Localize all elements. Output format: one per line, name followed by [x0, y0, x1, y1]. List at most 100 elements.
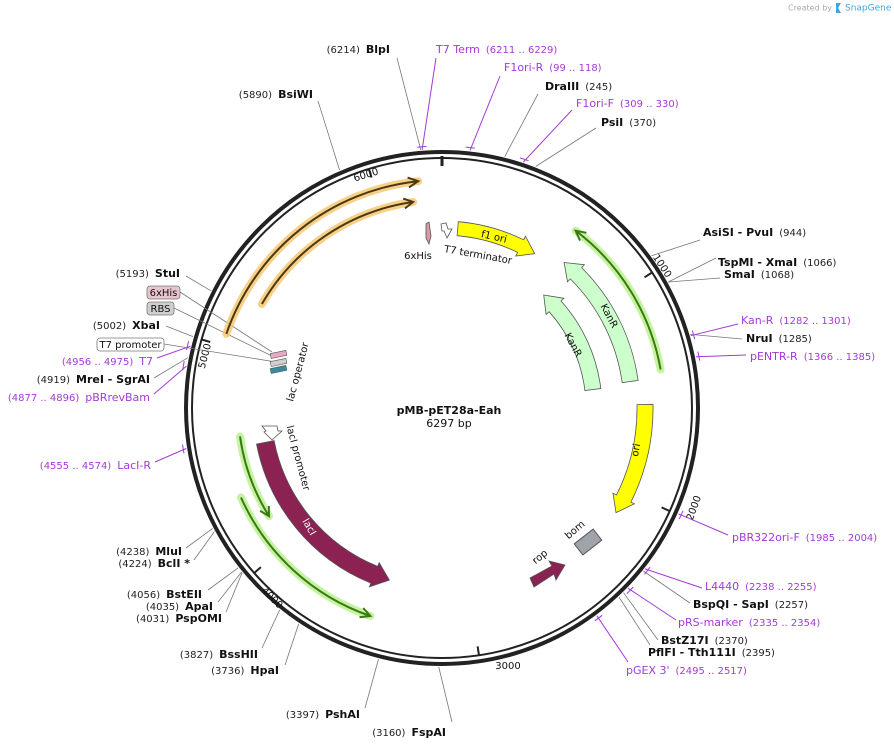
site-lead: [261, 609, 281, 649]
highlight-head: [402, 197, 416, 210]
feature-arrow: [456, 221, 536, 257]
highlight-line: [261, 201, 414, 305]
brand: SnapGene: [845, 4, 892, 14]
site-label: (4056) BstEII: [127, 588, 202, 601]
primer-mark: [417, 146, 427, 148]
primer-label: (4555 .. 4574) LacI-R: [40, 459, 152, 472]
primer-label: L4440 (2238 .. 2255): [705, 580, 817, 593]
site-position: (1068): [761, 270, 794, 281]
primer-name: T7 Term: [435, 43, 480, 56]
site-position: (1285): [779, 334, 812, 345]
primer-lead: [469, 75, 501, 151]
highlight-head: [407, 176, 421, 189]
operator-mark: [269, 364, 288, 374]
highlight-line: [574, 229, 662, 370]
site-lead: [185, 275, 212, 292]
feature-box: [146, 301, 175, 316]
scale-tick: [476, 646, 480, 656]
site-position: (3827): [180, 650, 213, 661]
site-lead: [364, 658, 379, 709]
primer-name: pBR322ori-F: [732, 531, 800, 544]
primer-label: T7 Term (6211 .. 6229): [435, 43, 557, 56]
site-name: MluI: [155, 545, 182, 558]
primer-position: (1366 .. 1385): [804, 352, 876, 363]
site-lead: [193, 531, 215, 561]
primer-lead: [156, 345, 191, 359]
site-lead: [618, 596, 651, 646]
primer-label: (4877 .. 4896) pBRrevBam: [8, 391, 150, 404]
site-label: (5002) XbaI: [93, 319, 160, 332]
site-position: (2257): [775, 600, 808, 611]
site-name: NruI: [746, 332, 773, 345]
site-label: (4238) MluI: [116, 545, 182, 558]
site-label: AsiSI - PvuI (944): [703, 226, 806, 239]
site-lead: [225, 572, 243, 613]
site-label: (3160) FspAI: [372, 726, 446, 739]
scale-tick: [367, 168, 373, 178]
site-label: (4031) PspOMI: [136, 612, 222, 625]
feature-box: [573, 528, 603, 556]
primer-label: pENTR-R (1366 .. 1385): [750, 350, 875, 363]
primer-position: (99 .. 118): [549, 63, 601, 74]
site-position: (3160): [372, 728, 405, 739]
site-label: BspQI - SapI (2257): [693, 598, 808, 611]
site-label: DraIII (245): [545, 80, 612, 93]
site-position: (5890): [239, 90, 272, 101]
site-position: (5002): [93, 321, 126, 332]
site-label: PflFI - Tth111I (2395): [648, 646, 775, 659]
site-name: ApaI: [185, 600, 213, 613]
primer-lead: [695, 354, 747, 358]
site-label: (3736) HpaI: [211, 664, 279, 677]
primer-name: pBRrevBam: [85, 391, 150, 404]
site-position: (5193): [116, 269, 149, 280]
site-name: DraIII: [545, 80, 579, 93]
primer-mark: [182, 444, 185, 454]
primer-name: pENTR-R: [750, 350, 798, 363]
site-label: TspMI - XmaI (1066): [718, 256, 837, 269]
primer-position: (6211 .. 6229): [486, 45, 558, 56]
primer-mark: [465, 146, 475, 149]
primer-lead: [644, 568, 703, 589]
credit: Created by: [788, 4, 832, 13]
site-lead: [153, 357, 189, 379]
site-name: BstEII: [166, 588, 202, 601]
box-label: 6xHis: [150, 288, 178, 299]
primer-name: T7: [138, 355, 153, 368]
site-name: XbaI: [132, 319, 160, 332]
primer-position: (1282 .. 1301): [779, 316, 851, 327]
scale-tick: [643, 271, 653, 279]
site-lead: [185, 528, 213, 549]
site-label: (6214) BlpI: [327, 43, 390, 56]
site-label: NruI (1285): [746, 332, 812, 345]
feature-arrow: [563, 262, 639, 384]
site-label: (4035) ApaI: [146, 600, 213, 613]
scale-tick: [201, 338, 211, 343]
primer-label: F1ori-F (309 .. 330): [576, 97, 679, 110]
box-label: RBS: [151, 304, 171, 315]
primer-mark: [594, 614, 603, 622]
feature-arrow: [612, 403, 654, 514]
site-lead: [284, 623, 300, 666]
site-name: BssHII: [219, 648, 258, 661]
site-position: (4238): [116, 547, 149, 558]
site-lead: [396, 57, 422, 151]
site-label: PsiI (370): [601, 116, 656, 129]
box-label: T7 promoter: [98, 340, 162, 351]
site-name: AsiSI - PvuI: [703, 226, 773, 239]
feature-label: rop: [531, 548, 551, 567]
site-name: BlpI: [366, 43, 390, 56]
primer-mark: [691, 330, 696, 340]
scale-tick: [661, 506, 671, 513]
highlight-line: [240, 497, 371, 617]
feature-label: ori: [630, 443, 643, 458]
primer-mark: [697, 351, 701, 361]
highlight-head: [573, 229, 587, 242]
site-lead: [668, 257, 717, 283]
site-label: (5193) StuI: [116, 267, 180, 280]
feature-label: lac operator: [285, 341, 312, 403]
feature-arrow: [529, 560, 566, 588]
primer-mark: [186, 340, 190, 351]
highlight-line: [239, 436, 270, 517]
primer-lead: [153, 365, 187, 395]
